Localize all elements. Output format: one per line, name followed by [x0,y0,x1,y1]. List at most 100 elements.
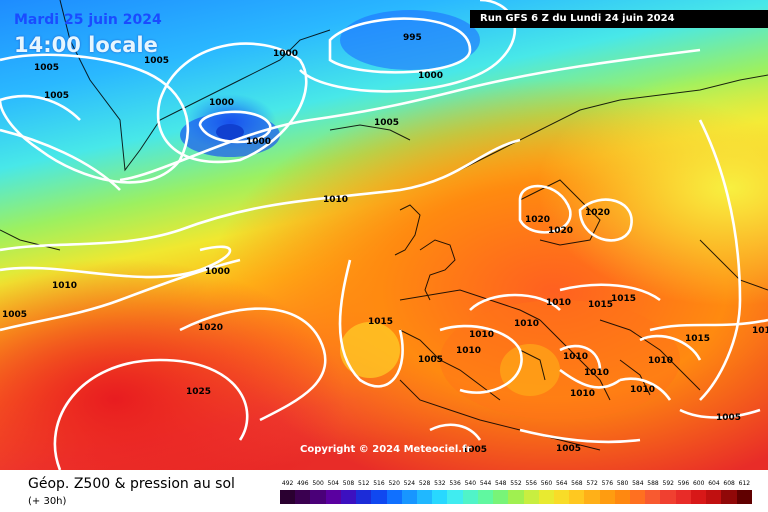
isobar-label: 1010 [648,356,673,366]
scale-label: 520 [388,480,400,487]
scale-cell [416,490,433,504]
isobar-label: 1000 [246,137,271,147]
scale-cell [675,490,691,504]
scale-cell [736,490,752,504]
isobar-label: 1005 [34,63,59,73]
copyright: Copyright © 2024 Meteociel.fr [300,444,472,455]
scale-cell [477,490,494,504]
scale-bar [280,490,752,504]
scale-cell [310,490,326,504]
scale-label: 612 [738,480,751,487]
scale-label: 576 [601,480,614,487]
isobar-label: 1020 [198,323,223,333]
isobar-label: 1005 [716,413,741,423]
scale-cell [614,490,631,504]
map-title: Géop. Z500 & pression au sol [28,476,235,492]
scale-cell [356,490,372,504]
weather-map: 995 1000 1005 1005 1005 1000 1000 1000 1… [0,0,768,470]
scale-label: 552 [510,480,522,487]
scale-label: 604 [708,480,720,487]
isobar-label: 1005 [374,118,399,128]
scale-cell [493,490,509,504]
isobar-label: 1005 [556,444,581,454]
isobar-label: 1000 [273,49,298,59]
isobar-label: 1010 [514,319,539,329]
isobar-label: 1015 [685,334,710,344]
scale-label: 532 [434,480,446,487]
scale-label: 516 [373,480,385,487]
scale-cell [447,490,463,504]
scale-cell [584,490,600,504]
scale-cell [462,490,478,504]
scale-cell [371,490,387,504]
isobar-label: 1000 [205,267,230,277]
isobar-label: 1010 [752,326,768,336]
isobar-label: 1000 [418,71,443,81]
scale-cell [721,490,737,504]
scale-label: 580 [616,480,629,487]
forecast-date: Mardi 25 juin 2024 [14,12,162,28]
scale-cell [508,490,524,504]
isobar-label: 1005 [418,355,443,365]
scale-cell [432,490,448,504]
coastlines [0,0,768,451]
isobars [0,0,768,470]
scale-cell [523,490,539,504]
scale-label: 548 [495,480,507,487]
scale-label: 512 [358,480,370,487]
scale-labels: 492 496 500 504 508 512 516 520 524 528 532 536 540 5… [280,480,752,490]
forecast-time: 14:00 locale [14,33,158,57]
isobar-label: 1010 [52,281,77,291]
scale-label: 540 [464,480,477,487]
isobar-label: 1010 [469,330,494,340]
scale-cell [553,490,570,504]
scale-cell [325,490,341,504]
isobar-label: 1010 [546,298,571,308]
scale-label: 524 [403,480,416,487]
isobar-label: 1010 [323,195,348,205]
isobar-label: 1015 [588,300,613,310]
isobar-label: 1010 [584,368,609,378]
scale-label: 564 [555,480,568,487]
isobar-label: 1010 [563,352,588,362]
scale-cell [599,490,615,504]
scale-label: 500 [312,480,324,487]
scale-label: 496 [297,480,309,487]
scale-label: 568 [571,480,583,487]
scale-label: 560 [540,480,553,487]
scale-cell [340,490,357,504]
scale-cell [386,490,402,504]
scale-label: 592 [662,480,674,487]
color-scale: 492 496 500 504 508 512 516 520 524 528 532 536 540 5… [280,480,752,508]
isobar-label: 995 [403,33,422,43]
scale-cell [401,490,417,504]
scale-cell [538,490,554,504]
isobar-label: 1010 [570,389,595,399]
scale-cell [706,490,722,504]
isobar-label: 1020 [548,226,573,236]
scale-label: 572 [586,480,598,487]
scale-label: 596 [677,480,690,487]
run-info: Run GFS 6 Z du Lundi 24 juin 2024 [470,10,768,28]
scale-label: 504 [327,480,339,487]
forecast-range: (+ 30h) [28,496,67,507]
scale-label: 588 [647,480,659,487]
scale-label: 508 [342,480,355,487]
scale-cell [690,490,707,504]
isobar-label: 1010 [456,346,481,356]
isobar-label: 1025 [186,387,211,397]
scale-cell [645,490,661,504]
isobar-label: 1000 [209,98,234,108]
scale-cell [660,490,676,504]
isobar-label: 1020 [585,208,610,218]
isobar-label: 1005 [2,310,27,320]
scale-cell [630,490,646,504]
isobar-label: 1005 [144,56,169,66]
scale-cell [569,490,585,504]
isobar-label: 1010 [630,385,655,395]
scale-label: 584 [632,480,644,487]
scale-label: 544 [479,480,492,487]
scale-label: 528 [418,480,431,487]
isobar-label: 1015 [611,294,636,304]
isobar-label: 1005 [462,445,487,455]
